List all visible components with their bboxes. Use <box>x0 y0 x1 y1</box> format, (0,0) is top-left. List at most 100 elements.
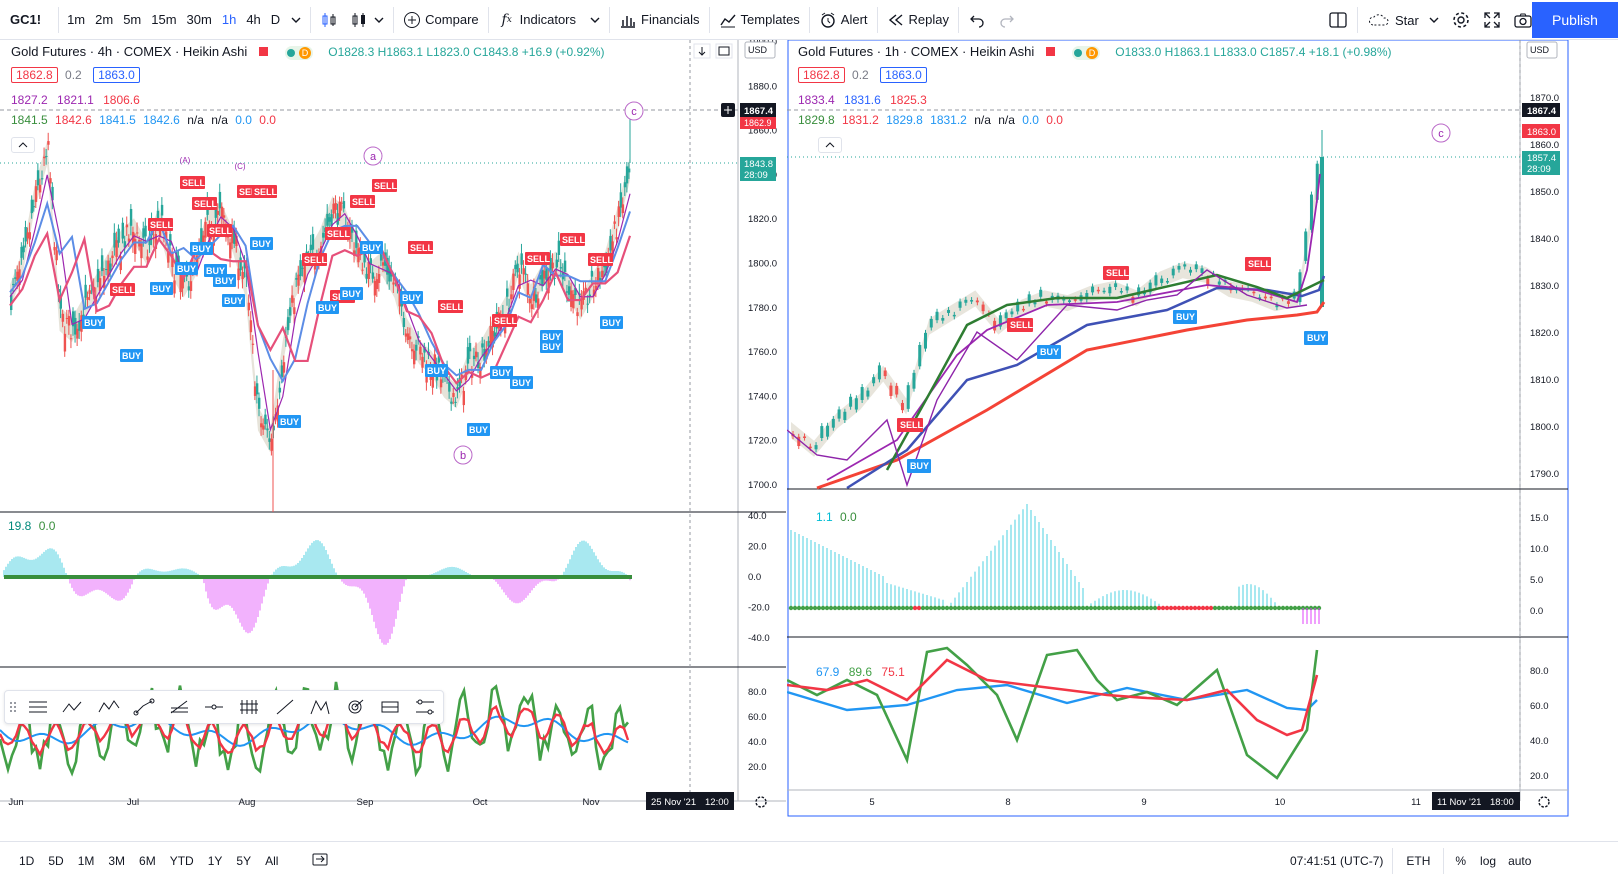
right-close-price-badge <box>1522 151 1560 175</box>
left-candle <box>551 262 554 269</box>
range-5D[interactable]: 5D <box>48 853 64 868</box>
left-collapse-legend-button[interactable] <box>11 137 35 153</box>
left-candle <box>121 222 124 239</box>
range-1D[interactable]: 1D <box>19 853 35 868</box>
right-osc-dot <box>1168 605 1174 611</box>
sell-signal-text: SELL <box>194 199 218 209</box>
trend-line-tool[interactable] <box>267 692 302 722</box>
right-collapse-legend-button[interactable] <box>818 137 842 153</box>
ranges-tool[interactable] <box>373 692 408 722</box>
range-5Y[interactable]: 5Y <box>236 853 252 868</box>
buy-signal-label <box>1037 345 1061 359</box>
left-reset-button[interactable] <box>715 43 733 59</box>
wave-abc-tool[interactable] <box>56 692 91 722</box>
save-layout-button[interactable]: Star <box>1361 0 1445 40</box>
pattern-tool[interactable] <box>302 692 337 722</box>
buy-signal-text: BUY <box>492 368 511 378</box>
left-axis-settings-gear-icon[interactable] <box>755 796 767 808</box>
replay-button[interactable]: Replay <box>881 0 955 40</box>
right-currency-button[interactable] <box>1526 41 1558 59</box>
redo-button[interactable] <box>992 0 1022 40</box>
left-candle <box>470 372 474 378</box>
publish-button[interactable]: Publish <box>1532 2 1618 38</box>
reset-icon <box>718 46 730 56</box>
interval-D[interactable]: D <box>270 12 281 27</box>
right-osc-dot <box>944 605 950 611</box>
range-1M[interactable]: 1M <box>77 853 95 868</box>
log-button[interactable]: log <box>1480 853 1497 868</box>
right-candle <box>872 377 876 384</box>
snapshot-button[interactable] <box>1507 0 1539 40</box>
lines-tool[interactable] <box>21 692 56 722</box>
left-candle <box>377 273 381 284</box>
alert-button[interactable]: Alert <box>813 0 874 40</box>
date-range-button[interactable] <box>305 851 335 870</box>
interval-5m[interactable]: 5m <box>123 12 142 27</box>
left-currency-button[interactable] <box>744 41 776 59</box>
left-osc-tick: -20.0 <box>748 603 770 614</box>
right-osc-dot <box>1184 605 1190 611</box>
interval-1m[interactable]: 1m <box>67 12 86 27</box>
interval-30m[interactable]: 30m <box>186 12 212 27</box>
interval-dropdown[interactable] <box>285 0 307 40</box>
range-3M[interactable]: 3M <box>108 853 126 868</box>
left-candle <box>103 275 106 288</box>
clock-display[interactable]: 07:41:51 (UTC-7) <box>1290 853 1384 868</box>
path-tool[interactable] <box>126 692 161 722</box>
left-date-badge-text: 25 Nov '21 <box>651 797 696 808</box>
left-candle <box>61 313 65 322</box>
financials-button[interactable]: Financials <box>613 0 706 40</box>
left-value-2: 0.2 <box>65 68 82 82</box>
left-candle <box>222 215 226 218</box>
interval-2m[interactable]: 2m <box>95 12 114 27</box>
session-button[interactable]: ETH <box>1406 853 1431 868</box>
left-candle <box>487 340 490 347</box>
range-buttons: 1D 5D 1M 3M 6M YTD 1Y 5Y All <box>12 854 285 868</box>
interval-4h[interactable]: 4h <box>246 12 261 27</box>
right-candle <box>1304 231 1308 261</box>
auto-button[interactable]: auto <box>1508 853 1532 868</box>
interval-15m[interactable]: 15m <box>151 12 177 27</box>
fullscreen-button[interactable] <box>1477 0 1507 40</box>
sell-signal-text: SELL <box>440 302 464 312</box>
right-chart[interactable]: 1870.0 1860.0 1850.0 1840.0 1830.0 1820.0 1810… <box>787 40 1618 841</box>
layout-button[interactable] <box>1322 0 1354 40</box>
pitchfork-tool[interactable] <box>232 692 267 722</box>
templates-button[interactable]: Templates <box>713 0 806 40</box>
left-candle <box>86 297 89 300</box>
buy-signal-text: BUY <box>318 303 337 313</box>
left-candle <box>330 214 333 227</box>
undo-button[interactable] <box>962 0 992 40</box>
left-value-3: 1863.0 <box>93 67 140 83</box>
left-close-price: 1843.8 <box>744 159 773 170</box>
horizontal-ray-tool[interactable] <box>197 692 232 722</box>
right-axis-settings-gear-icon[interactable] <box>1538 796 1550 808</box>
fib-tool[interactable] <box>161 692 196 722</box>
range-1Y[interactable]: 1Y <box>207 853 223 868</box>
divider <box>1392 847 1394 874</box>
interval-1h[interactable]: 1h <box>221 12 237 27</box>
chart-type-button[interactable] <box>344 0 390 40</box>
bar-style-button[interactable] <box>314 0 344 40</box>
right-osc-dot <box>1276 605 1282 611</box>
sell-signal-label <box>560 233 585 246</box>
range-6M[interactable]: 6M <box>139 853 156 868</box>
drag-handle[interactable] <box>5 692 21 722</box>
sell-signal-text: SELL <box>527 254 551 264</box>
settings-button[interactable] <box>1445 0 1477 40</box>
projection-tool[interactable] <box>408 692 443 722</box>
right-osc-dot <box>864 605 870 611</box>
range-All[interactable]: All <box>265 853 279 868</box>
compare-label: Compare <box>425 12 479 27</box>
indicators-button[interactable]: f x Indicators <box>492 0 606 40</box>
range-YTD[interactable]: YTD <box>169 853 194 868</box>
left-candle <box>510 294 513 300</box>
gann-tool[interactable] <box>337 692 372 722</box>
wave-123-tool[interactable] <box>91 692 126 722</box>
left-candle <box>609 235 612 251</box>
left-candle <box>489 325 492 343</box>
right-candle <box>860 387 864 400</box>
percent-button[interactable]: % <box>1455 853 1467 868</box>
compare-button[interactable]: Compare <box>397 0 484 40</box>
symbol-search[interactable]: GC1! <box>10 12 42 27</box>
